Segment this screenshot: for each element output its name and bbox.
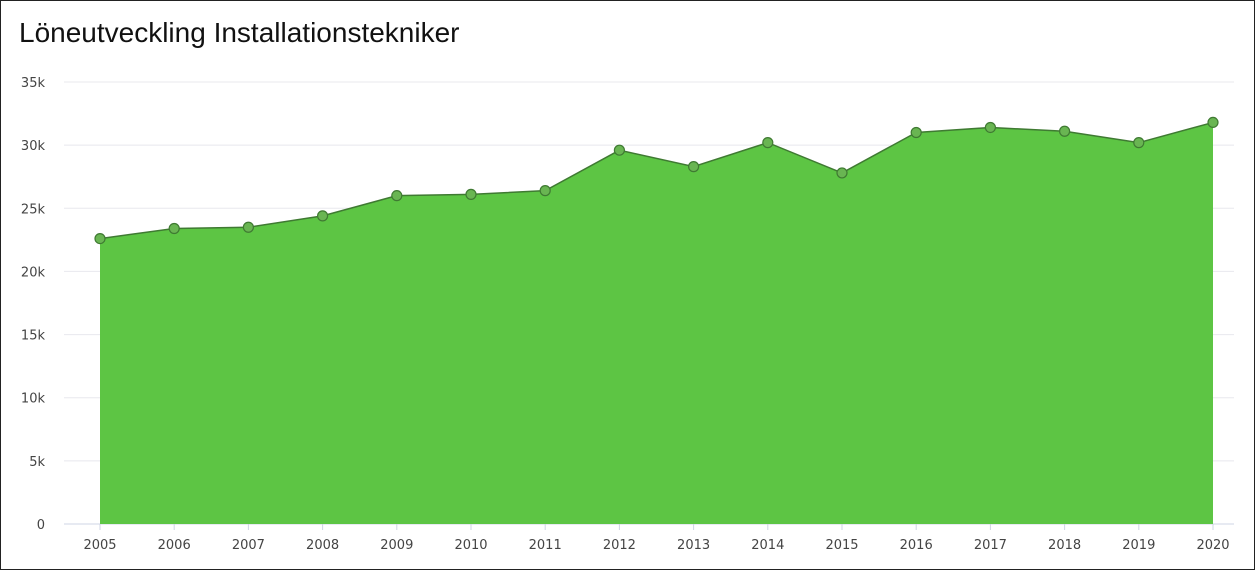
data-point[interactable] — [465, 188, 477, 200]
area-fill — [100, 122, 1213, 524]
y-tick-label: 0 — [37, 518, 45, 533]
chart-title: Löneutveckling Installationstekniker — [19, 17, 460, 48]
data-point[interactable] — [762, 137, 774, 149]
y-axis-ticks: 0 5k 10k 15k 20k 25k 30k 35k — [21, 76, 46, 533]
data-point[interactable] — [1058, 125, 1071, 137]
y-tick-label: 10k — [21, 392, 46, 407]
data-point[interactable] — [687, 161, 700, 173]
y-tick-label: 20k — [21, 265, 46, 280]
series-line — [99, 121, 1214, 240]
y-tick-label: 5k — [29, 455, 45, 470]
x-tick-label: 2005 — [83, 538, 116, 553]
data-point[interactable] — [539, 185, 551, 197]
data-point[interactable] — [613, 144, 626, 156]
x-tick-label: 2010 — [454, 538, 487, 553]
data-point[interactable] — [391, 190, 403, 202]
y-tick-label: 25k — [21, 202, 46, 217]
data-point[interactable] — [1133, 137, 1145, 149]
y-tick-label: 15k — [21, 329, 46, 344]
y-tick-label: 35k — [21, 76, 46, 91]
y-tick-label: 30k — [21, 139, 46, 154]
data-point[interactable] — [984, 121, 997, 134]
x-tick-label: 2014 — [751, 538, 784, 553]
data-points — [94, 116, 1219, 245]
x-tick-label: 2020 — [1196, 538, 1229, 553]
x-tick-label: 2008 — [306, 538, 339, 553]
x-tick-label: 2013 — [677, 538, 710, 553]
area-series — [99, 121, 1214, 524]
x-tick-label: 2012 — [603, 538, 636, 553]
data-point[interactable] — [94, 232, 106, 245]
data-point[interactable] — [1207, 116, 1219, 129]
x-tick-label: 2016 — [900, 538, 933, 553]
x-axis-ticks: 2005 2006 2007 2008 2009 2010 2011 2012 2013 2014… — [83, 524, 1230, 553]
data-point[interactable] — [168, 222, 180, 235]
data-point[interactable] — [910, 126, 922, 139]
x-tick-label: 2007 — [232, 538, 265, 553]
x-tick-label: 2009 — [380, 538, 413, 553]
data-point[interactable] — [242, 221, 254, 233]
x-tick-label: 2017 — [974, 538, 1007, 553]
x-tick-label: 2011 — [529, 538, 562, 553]
x-tick-label: 2019 — [1122, 538, 1155, 553]
x-tick-label: 2018 — [1048, 538, 1081, 553]
x-tick-label: 2006 — [158, 538, 191, 553]
data-point[interactable] — [836, 167, 848, 179]
data-point[interactable] — [317, 210, 329, 222]
x-tick-label: 2015 — [825, 538, 858, 553]
